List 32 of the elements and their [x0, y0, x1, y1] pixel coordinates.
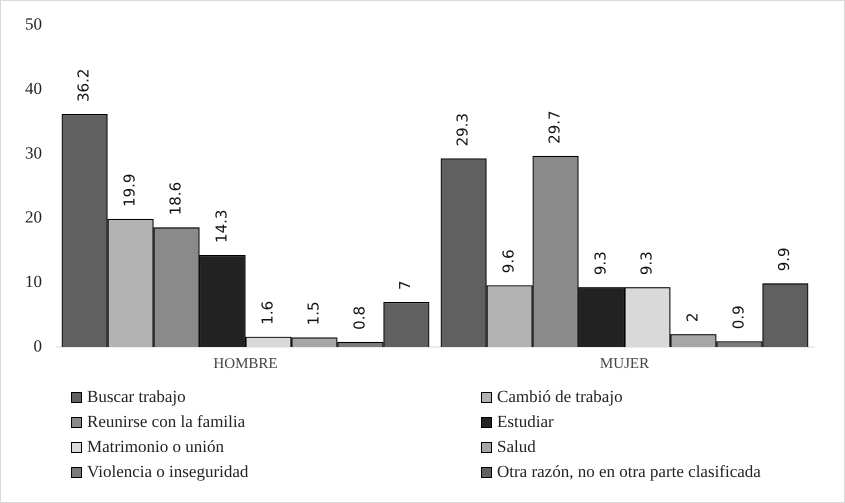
legend-label: Otra razón, no en otra parte clasificada	[497, 462, 761, 482]
data-label: 14.3	[212, 210, 230, 243]
legend-label: Violencia o inseguridad	[87, 462, 248, 482]
legend-label: Matrimonio o unión	[87, 437, 224, 457]
x-tick-label: MUJER	[600, 356, 650, 372]
data-label: 36.2	[74, 68, 93, 102]
legend-label: Reunirse con la familia	[87, 412, 246, 432]
y-tick-label: 30	[25, 143, 42, 162]
data-label: 9.9	[775, 247, 794, 272]
y-tick-label: 10	[25, 272, 42, 292]
legend-label: Salud	[497, 437, 536, 457]
data-label: 0.9	[729, 305, 748, 330]
data-label: 18.6	[166, 182, 184, 216]
data-label: 1.5	[304, 301, 322, 326]
data-label: 9.3	[591, 251, 610, 276]
data-label: 1.6	[258, 300, 276, 325]
data-label: 0.8	[350, 306, 368, 330]
y-tick-label: 20	[25, 208, 42, 227]
data-label: 9.3	[637, 251, 656, 276]
legend-label: Buscar trabajo	[87, 387, 186, 407]
legend-label: Cambió de trabajo	[497, 387, 623, 407]
y-tick-label: 40	[25, 79, 42, 98]
legend-label: Estudiar	[497, 412, 554, 432]
data-label: 29.7	[545, 110, 564, 144]
data-label: 19.9	[120, 174, 139, 207]
x-tick-label: HOMBRE	[213, 356, 278, 372]
y-tick-label: 50	[25, 14, 42, 34]
y-tick-label: 0	[34, 336, 42, 356]
data-label: 7	[396, 280, 414, 290]
data-label: 9.6	[500, 249, 518, 274]
data-label: 2	[683, 312, 702, 322]
data-label: 29.3	[454, 113, 472, 146]
